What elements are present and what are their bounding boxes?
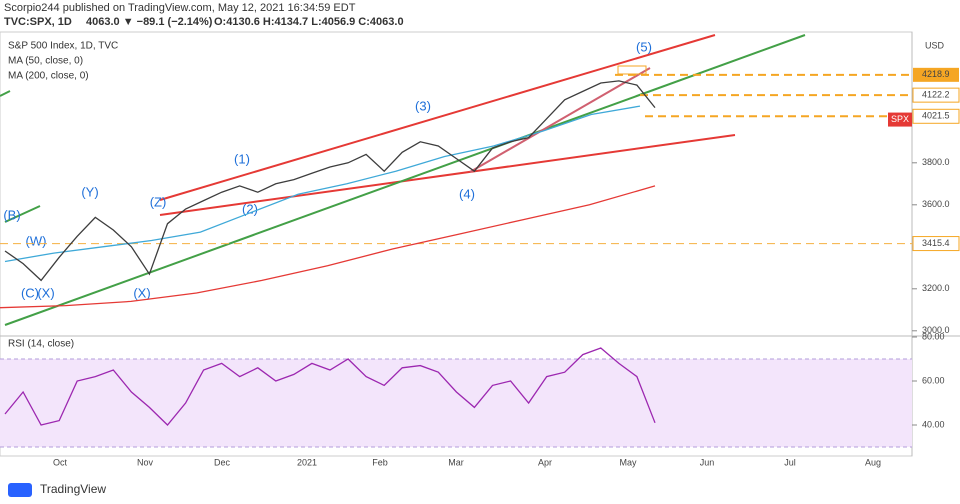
level-tag (912, 87, 960, 103)
time-label: Nov (137, 457, 154, 467)
rsi-band (0, 359, 912, 447)
currency: USD (925, 40, 945, 50)
level-tag (913, 67, 959, 82)
price-tick-label: 3800.0 (922, 157, 950, 167)
level-tag (912, 236, 960, 252)
rsi-tick-label: 60.00 (922, 375, 945, 385)
time-label: Mar (448, 457, 464, 467)
time-label: Jun (700, 457, 715, 467)
rsi-tick-label: 40.00 (922, 419, 945, 429)
price-tick-label: 3000.0 (922, 325, 950, 335)
wave-label: (2) (242, 201, 258, 216)
time-label: Aug (865, 457, 881, 467)
time-label: Feb (372, 457, 388, 467)
symbol: TVC:SPX, 1D (4, 16, 72, 28)
wave-label: (W) (26, 233, 47, 248)
quote: 4063.0 ▼ −89.1 (−2.14%) (86, 16, 213, 28)
wave-label: (5) (636, 39, 652, 54)
time-label: Dec (214, 457, 231, 467)
legend-rsi: RSI (14, close) (8, 339, 74, 350)
rsi-tick-label: 80.00 (922, 331, 945, 341)
level-label: 4218.9 (922, 69, 950, 79)
legend-ma50: MA (50, close, 0) (8, 56, 83, 67)
level-label: 4021.5 (922, 111, 950, 121)
last-tag-label: SPX (891, 114, 909, 124)
last-tag (888, 112, 912, 127)
time-label: Oct (53, 457, 68, 467)
price-tick-label: 3600.0 (922, 199, 950, 209)
level-label: 4122.2 (922, 90, 950, 100)
legend-main: S&P 500 Index, 1D, TVC (8, 41, 118, 52)
footer: TradingView (40, 482, 106, 496)
series-line (0, 185, 656, 309)
time-label: 2021 (297, 457, 317, 467)
wave-label: (C) (21, 285, 39, 300)
level-label: 3415.4 (922, 238, 950, 248)
publisher: Scorpio244 published on TradingView.com,… (4, 2, 356, 14)
time-label: Jul (784, 457, 796, 467)
level-tag (912, 108, 960, 124)
time-label: May (619, 457, 637, 467)
wave-label: (3) (415, 98, 431, 113)
trendlines (0, 34, 806, 326)
wave-label: (Y) (81, 184, 98, 199)
wave-label: (X) (37, 285, 54, 300)
series-line (4, 347, 656, 426)
series-line (4, 105, 641, 263)
legend-ma200: MA (200, close, 0) (8, 71, 89, 82)
wave-label: (B) (3, 207, 20, 222)
price-tick-label: 3200.0 (922, 283, 950, 293)
series-line (4, 80, 656, 282)
wave-label: (4) (459, 186, 475, 201)
time-label: Apr (538, 457, 552, 467)
wave-label: (Z) (150, 194, 167, 209)
logo (8, 483, 32, 497)
wave-label: (X) (133, 285, 150, 300)
wave-label: (1) (234, 151, 250, 166)
ohlc: O:4130.6 H:4134.7 L:4056.9 C:4063.0 (214, 16, 404, 28)
